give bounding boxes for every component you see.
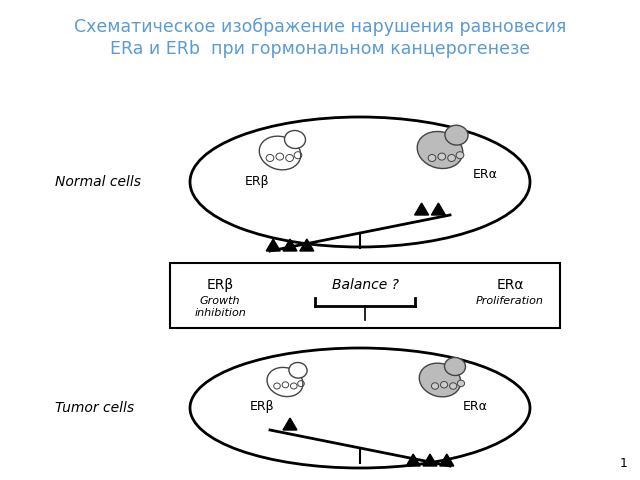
- Polygon shape: [423, 454, 437, 466]
- Ellipse shape: [458, 380, 465, 387]
- Ellipse shape: [431, 383, 438, 389]
- Ellipse shape: [456, 152, 464, 159]
- Ellipse shape: [267, 367, 303, 396]
- Text: Tumor cells: Tumor cells: [55, 401, 134, 415]
- Text: ERα: ERα: [473, 168, 498, 181]
- Ellipse shape: [445, 125, 468, 145]
- Ellipse shape: [190, 348, 530, 468]
- Polygon shape: [300, 239, 314, 251]
- Text: ERβ: ERβ: [245, 175, 269, 188]
- Polygon shape: [431, 203, 445, 215]
- Polygon shape: [440, 454, 454, 466]
- Polygon shape: [406, 454, 420, 466]
- Text: Growth
inhibition: Growth inhibition: [194, 296, 246, 318]
- Ellipse shape: [419, 363, 461, 397]
- Ellipse shape: [440, 382, 447, 388]
- Ellipse shape: [448, 155, 456, 161]
- Ellipse shape: [417, 132, 463, 168]
- Bar: [170, 263, 560, 328]
- Ellipse shape: [438, 153, 445, 160]
- Ellipse shape: [428, 155, 436, 161]
- Ellipse shape: [289, 362, 307, 378]
- Ellipse shape: [445, 358, 465, 375]
- Text: Схематическое изображение нарушения равновесия: Схематическое изображение нарушения равн…: [74, 18, 566, 36]
- Ellipse shape: [190, 117, 530, 247]
- Text: Balance ?: Balance ?: [332, 278, 399, 292]
- Ellipse shape: [450, 383, 457, 389]
- Text: ERα: ERα: [463, 400, 488, 413]
- Ellipse shape: [259, 136, 301, 170]
- Ellipse shape: [285, 131, 305, 148]
- Text: Proliferation: Proliferation: [476, 296, 544, 306]
- Text: ERβ: ERβ: [207, 278, 234, 292]
- Text: ERα: ERα: [496, 278, 524, 292]
- Text: 1: 1: [620, 457, 628, 470]
- Polygon shape: [283, 239, 297, 251]
- Polygon shape: [266, 239, 280, 251]
- Text: ERβ: ERβ: [250, 400, 275, 413]
- Text: ERa и ERb  при гормональном канцерогенезе: ERa и ERb при гормональном канцерогенезе: [110, 40, 530, 58]
- Polygon shape: [415, 203, 429, 215]
- Polygon shape: [283, 418, 297, 430]
- Text: Normal cells: Normal cells: [55, 175, 141, 189]
